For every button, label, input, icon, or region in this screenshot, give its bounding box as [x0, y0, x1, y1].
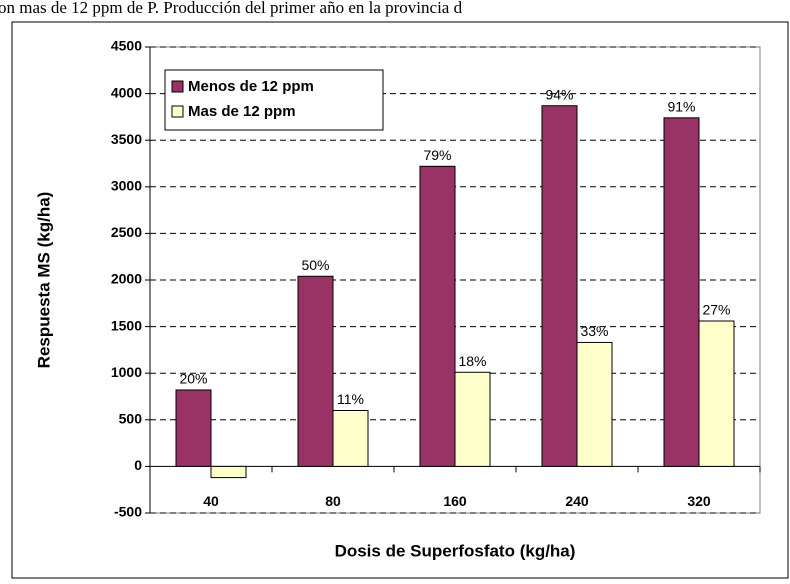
bar-annotation: 50% [301, 257, 329, 273]
y-tick-label: 2500 [111, 224, 142, 240]
legend [164, 69, 384, 131]
y-tick-label: 0 [134, 457, 142, 473]
bar [454, 371, 491, 467]
y-tick-label: 1500 [111, 317, 142, 333]
legend-swatch [171, 80, 184, 93]
bar [698, 320, 735, 467]
x-tick-label: 320 [687, 493, 711, 509]
y-tick-label: 1000 [111, 364, 142, 380]
bar [210, 465, 247, 479]
bar [576, 341, 613, 467]
bar-annotation: 18% [458, 353, 486, 369]
y-tick-label: 3500 [111, 131, 142, 147]
caption: on mas de 12 ppm de P. Producción del pr… [0, 0, 463, 17]
x-tick-label: 160 [443, 493, 467, 509]
legend-swatch [171, 105, 184, 118]
bar-annotation: 27% [702, 302, 730, 318]
y-tick-label: 2000 [111, 271, 142, 287]
bar [332, 409, 369, 467]
bar-annotation: 33% [580, 323, 608, 339]
x-tick-label: 40 [203, 493, 219, 509]
legend-label: Menos de 12 ppm [188, 78, 314, 95]
legend-label: Mas de 12 ppm [188, 103, 296, 120]
bar-annotation: 94% [545, 86, 573, 102]
y-tick-label: 4000 [111, 84, 142, 100]
y-tick-label: 500 [119, 411, 143, 427]
bar-annotation: 11% [337, 391, 364, 407]
bar [175, 389, 212, 467]
bar [419, 165, 456, 467]
y-axis-title: Respuesta MS (kg/ha) [34, 192, 53, 369]
x-tick-label: 80 [325, 493, 341, 509]
bar-annotation: 91% [667, 99, 695, 115]
bar-annotation: 20% [179, 371, 207, 387]
bar [297, 275, 334, 467]
bar-annotation: 79% [423, 147, 451, 163]
x-axis-title: Dosis de Superfosfato (kg/ha) [335, 541, 576, 560]
y-tick-label: -500 [114, 504, 142, 520]
y-tick-label: 3000 [111, 178, 142, 194]
bar [663, 117, 700, 467]
x-tick-label: 240 [565, 493, 589, 509]
bar [541, 105, 578, 467]
y-tick-label: 4500 [111, 38, 142, 54]
